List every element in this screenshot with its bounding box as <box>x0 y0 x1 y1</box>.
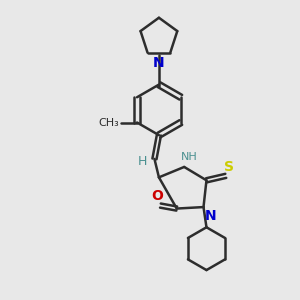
Text: S: S <box>224 160 234 174</box>
Text: NH: NH <box>181 152 198 162</box>
Text: O: O <box>152 189 164 202</box>
Text: N: N <box>205 208 217 223</box>
Text: CH₃: CH₃ <box>98 118 119 128</box>
Text: H: H <box>137 155 147 168</box>
Text: N: N <box>153 56 165 70</box>
